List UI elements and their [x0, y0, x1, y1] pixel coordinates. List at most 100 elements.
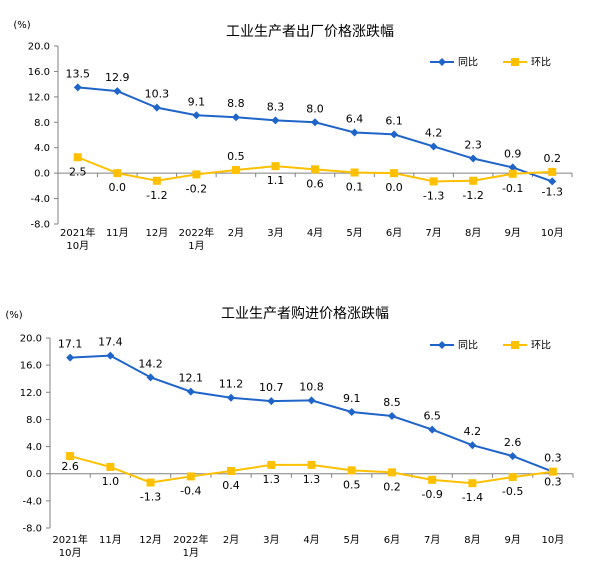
- y-tick-label: 20.0: [28, 42, 50, 53]
- y-tick-label: 4.0: [34, 143, 50, 154]
- data-point: [227, 467, 236, 475]
- x-tick-label: 12月: [145, 227, 168, 239]
- y-tick-label: 16.0: [20, 361, 42, 372]
- x-tick-label: 2022年 1月: [179, 226, 214, 252]
- x-tick-label: 5月: [344, 534, 360, 546]
- data-point: [192, 111, 201, 120]
- data-label: 0.4: [222, 479, 240, 492]
- data-label: 1.3: [303, 473, 321, 486]
- data-point: [508, 473, 517, 482]
- data-label: 9.1: [188, 95, 206, 108]
- x-tick-label: 12月: [139, 534, 162, 546]
- series-环比: 2.6 1.0 -1.3 -0.4 0.4 1.3 1.3 0.5 0.2 -0.9 -1.4 -0.…: [61, 452, 562, 504]
- y-tick-label: 8.0: [26, 415, 42, 426]
- data-label: 17.4: [98, 336, 123, 349]
- data-label: 1.1: [267, 174, 285, 187]
- data-point: [468, 441, 477, 450]
- y-tick-label: -8.0: [22, 524, 42, 535]
- data-label: 13.5: [66, 67, 91, 80]
- y-tick-label: 0.0: [26, 469, 42, 480]
- data-point: [192, 170, 201, 179]
- data-label: -1.2: [462, 189, 483, 202]
- y-tick-label: 12.0: [20, 388, 42, 399]
- x-tick-label: 10月: [542, 534, 565, 546]
- x-tick-label: 2022年 1月: [173, 533, 208, 559]
- data-label: 9.1: [343, 392, 361, 405]
- data-point: [267, 460, 276, 469]
- data-label: 0.9: [504, 147, 522, 160]
- data-label: 2.5: [69, 165, 87, 178]
- data-label: 2.6: [61, 460, 79, 473]
- chart-title: 工业生产者出厂价格涨跌幅: [226, 24, 394, 40]
- data-point: [106, 351, 115, 360]
- chart-title: 工业生产者购进价格涨跌幅: [221, 306, 389, 322]
- data-label: 4.2: [425, 126, 443, 139]
- data-point: [311, 165, 319, 174]
- data-point: [267, 397, 276, 406]
- x-tick-label: 9月: [504, 534, 520, 546]
- data-point: [548, 167, 557, 176]
- data-point: [390, 169, 399, 178]
- data-label: 10.7: [259, 381, 284, 394]
- legend-label: 环比: [531, 340, 551, 352]
- y-tick-label: -4.0: [22, 496, 42, 507]
- data-point: [429, 177, 438, 186]
- legend-marker: [511, 58, 519, 66]
- data-label: 0.2: [543, 152, 561, 165]
- data-point: [231, 113, 240, 122]
- legend-label: 环比: [531, 57, 551, 69]
- x-tick-label: 2021年 10月: [52, 533, 87, 559]
- x-tick-label: 11月: [99, 534, 122, 546]
- data-point: [113, 169, 122, 178]
- data-label: 1.0: [102, 475, 120, 488]
- data-label: -1.2: [146, 189, 167, 202]
- data-point: [350, 168, 359, 177]
- data-label: 8.8: [227, 97, 245, 110]
- legend-label: 同比: [458, 57, 478, 69]
- data-label: 12.1: [179, 372, 204, 385]
- data-label: -1.4: [462, 491, 483, 504]
- y-tick-label: 8.0: [34, 118, 50, 129]
- data-point: [152, 176, 161, 185]
- data-point: [350, 128, 359, 137]
- legend-marker: [438, 341, 446, 349]
- data-label: 17.1: [58, 338, 83, 351]
- y-tick-label: -4.0: [30, 194, 50, 205]
- series-同比: 17.1 17.4 14.2 12.1 11.2 10.7 10.8 9.1 8.5 6.5 4.2…: [58, 336, 562, 476]
- x-tick-label: 2月: [228, 227, 244, 239]
- data-label: 14.2: [138, 357, 163, 370]
- data-label: -0.2: [186, 182, 207, 195]
- data-point: [231, 165, 240, 174]
- data-label: -0.1: [502, 182, 523, 195]
- data-label: 12.9: [105, 71, 130, 84]
- data-point: [468, 479, 477, 488]
- data-point: [508, 169, 517, 178]
- data-label: 2.6: [504, 436, 522, 449]
- series-line: [70, 354, 554, 473]
- x-tick-label: 6月: [386, 227, 402, 239]
- data-label: 4.2: [464, 425, 482, 438]
- data-point: [307, 460, 316, 469]
- y-tick-label: -8.0: [30, 220, 50, 231]
- data-label: 0.5: [227, 150, 245, 163]
- y-axis-unit: (%): [5, 310, 22, 321]
- data-label: -1.3: [140, 491, 161, 504]
- data-label: -0.4: [180, 484, 201, 497]
- data-point: [113, 87, 122, 96]
- data-point: [387, 412, 396, 421]
- legend: 同比 环比: [430, 57, 551, 69]
- x-tick-label: 6月: [384, 534, 400, 546]
- data-label: 0.3: [544, 476, 562, 489]
- data-point: [347, 407, 356, 416]
- data-label: -1.3: [541, 185, 562, 198]
- data-point: [548, 177, 557, 186]
- data-point: [429, 142, 438, 151]
- data-label: 0.3: [544, 452, 562, 465]
- data-point: [311, 118, 319, 127]
- data-point: [227, 393, 236, 402]
- data-point: [390, 130, 399, 139]
- data-point: [548, 467, 557, 476]
- x-tick-label: 3月: [263, 534, 279, 546]
- data-point: [428, 475, 437, 484]
